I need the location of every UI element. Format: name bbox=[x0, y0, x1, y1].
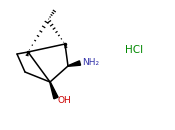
Text: NH₂: NH₂ bbox=[82, 57, 99, 67]
Polygon shape bbox=[68, 61, 80, 66]
Text: HCl: HCl bbox=[125, 45, 143, 55]
Text: OH: OH bbox=[57, 96, 71, 105]
Polygon shape bbox=[50, 82, 58, 99]
